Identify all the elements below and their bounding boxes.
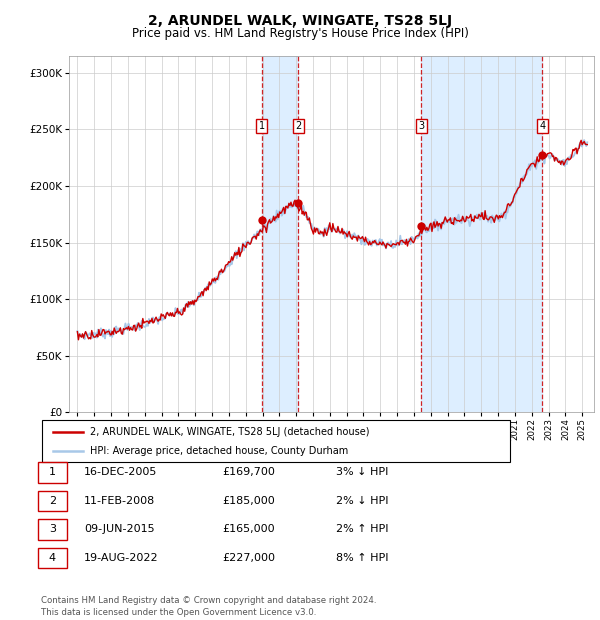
Text: 3: 3 [49,525,56,534]
Text: £185,000: £185,000 [222,496,275,506]
Text: 16-DEC-2005: 16-DEC-2005 [84,467,157,477]
Text: 4: 4 [539,121,545,131]
Text: 1: 1 [259,121,265,131]
Text: Price paid vs. HM Land Registry's House Price Index (HPI): Price paid vs. HM Land Registry's House … [131,27,469,40]
Text: £227,000: £227,000 [222,553,275,563]
Text: £165,000: £165,000 [222,525,275,534]
Text: 09-JUN-2015: 09-JUN-2015 [84,525,155,534]
Text: 8% ↑ HPI: 8% ↑ HPI [336,553,389,563]
Text: 4: 4 [49,553,56,563]
Text: 19-AUG-2022: 19-AUG-2022 [84,553,158,563]
Text: 2, ARUNDEL WALK, WINGATE, TS28 5LJ (detached house): 2, ARUNDEL WALK, WINGATE, TS28 5LJ (deta… [90,427,370,437]
Text: 2, ARUNDEL WALK, WINGATE, TS28 5LJ: 2, ARUNDEL WALK, WINGATE, TS28 5LJ [148,14,452,28]
Text: 3% ↓ HPI: 3% ↓ HPI [336,467,388,477]
Text: 3: 3 [418,121,424,131]
Text: Contains HM Land Registry data © Crown copyright and database right 2024.
This d: Contains HM Land Registry data © Crown c… [41,596,376,617]
Text: 2% ↑ HPI: 2% ↑ HPI [336,525,389,534]
Text: 2: 2 [49,496,56,506]
Text: HPI: Average price, detached house, County Durham: HPI: Average price, detached house, Coun… [90,446,348,456]
Text: £169,700: £169,700 [222,467,275,477]
Text: 2: 2 [295,121,301,131]
Bar [262,56,298,412]
Bar [421,56,542,412]
Text: 1: 1 [49,467,56,477]
Text: 2% ↓ HPI: 2% ↓ HPI [336,496,389,506]
Text: 11-FEB-2008: 11-FEB-2008 [84,496,155,506]
